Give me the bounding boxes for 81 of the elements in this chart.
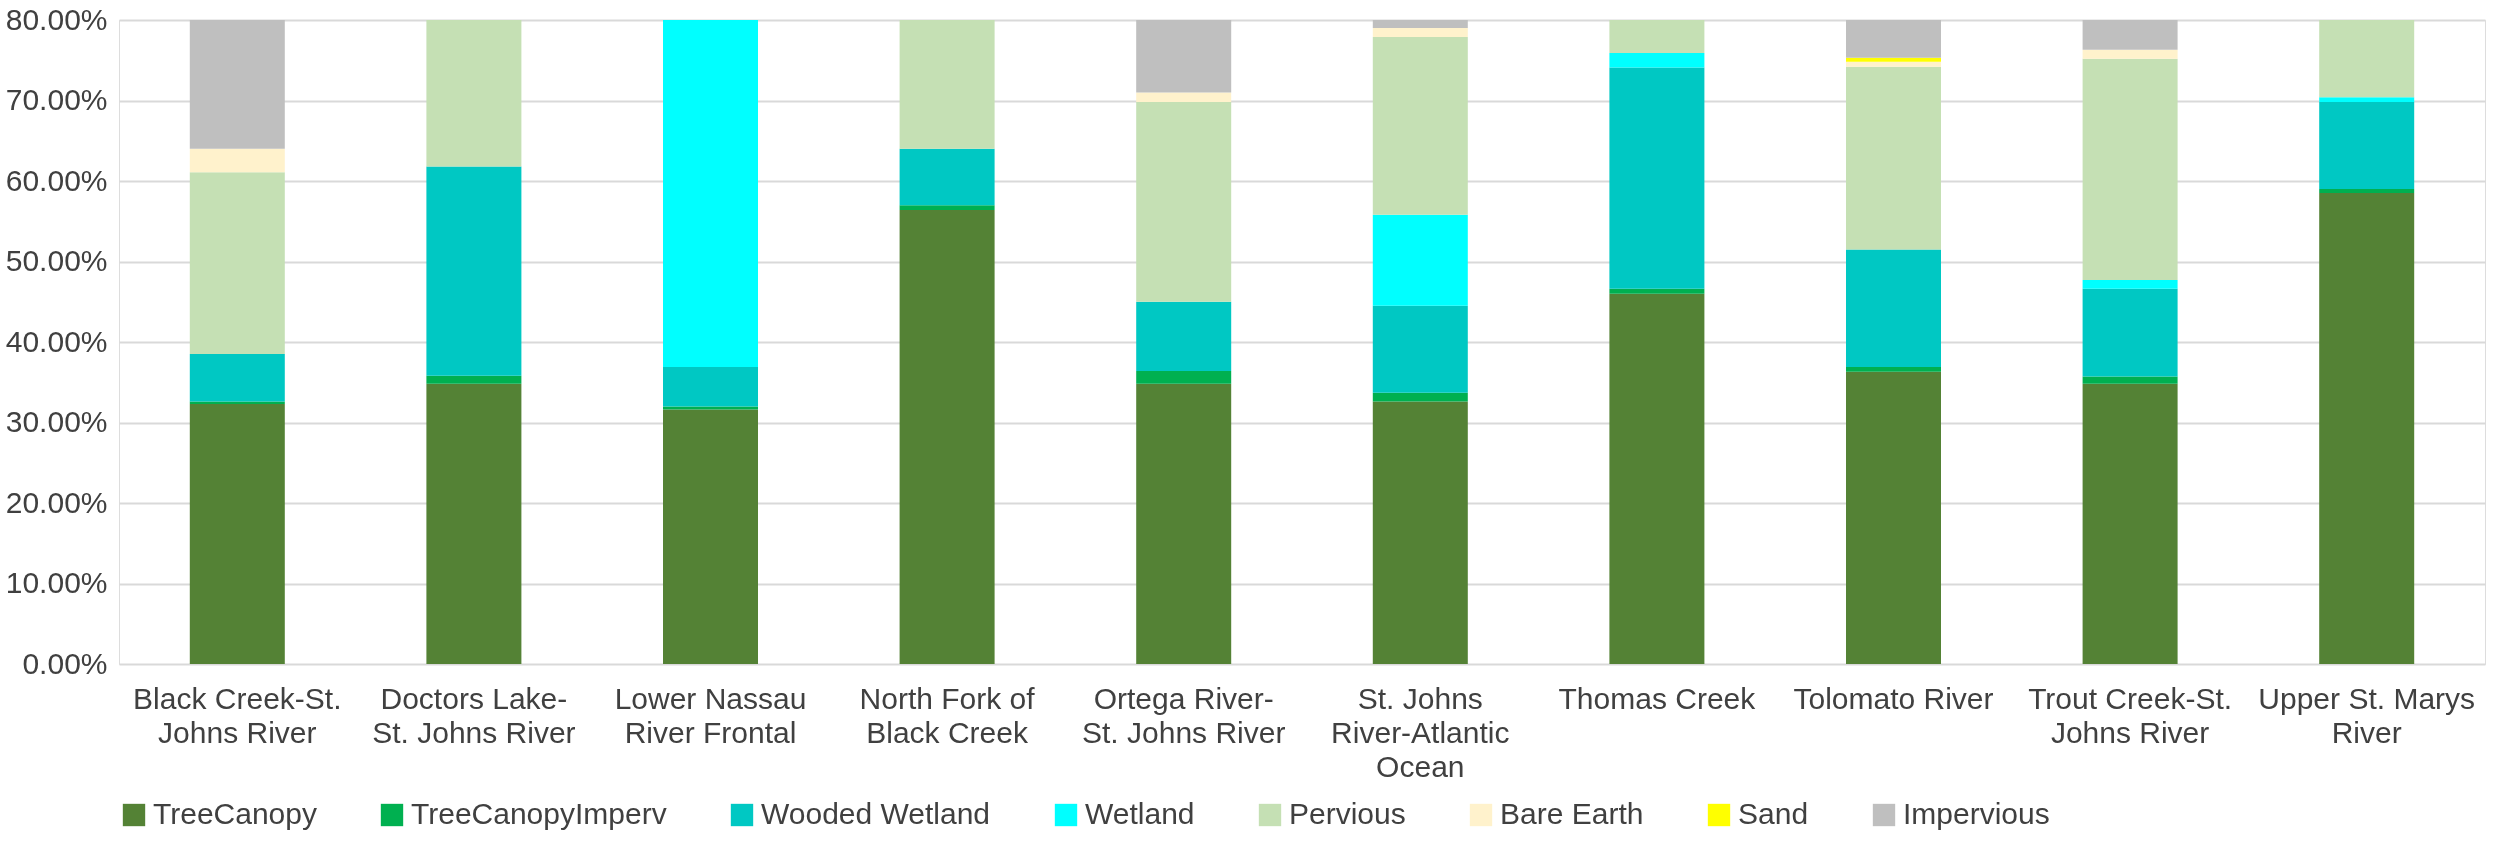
bar	[1372, 392, 1468, 402]
bar	[1136, 301, 1232, 371]
bar	[2082, 280, 2178, 289]
x-tick-label: North Fork of Black Creek	[859, 681, 1036, 749]
y-tick-label: 60.00%	[5, 163, 108, 197]
legend-label: Wetland	[1085, 797, 1195, 830]
bar	[2082, 49, 2178, 59]
bar	[663, 406, 758, 410]
bar	[2082, 20, 2178, 50]
bar	[1846, 57, 1941, 62]
legend-label: TreeCanopyImperv	[411, 797, 667, 830]
bar	[1136, 370, 1232, 384]
bar	[1372, 28, 1468, 37]
y-tick-label: 50.00%	[5, 244, 108, 277]
bar	[426, 20, 522, 167]
bar	[1846, 61, 1941, 67]
bar	[426, 375, 522, 384]
bar	[899, 20, 995, 149]
bar	[899, 148, 995, 206]
bar	[899, 205, 995, 210]
bar	[1846, 371, 1941, 664]
bar	[189, 148, 285, 173]
bar	[189, 403, 285, 664]
bar	[1372, 401, 1468, 664]
bar	[2082, 58, 2178, 281]
bar	[1609, 293, 1705, 664]
bar	[1136, 92, 1232, 103]
x-tick-label: Ortega River-St. Johns River	[1081, 681, 1286, 749]
bar	[2082, 376, 2178, 384]
y-tick-label: 30.00%	[5, 405, 108, 438]
y-tick-label: 0.00%	[22, 646, 108, 680]
legend-label: Sand	[1738, 797, 1809, 830]
y-tick-label: 10.00%	[5, 566, 108, 599]
bar	[1846, 249, 1941, 367]
bar	[1609, 20, 1705, 54]
bar	[2319, 20, 2415, 98]
bar	[2319, 97, 2415, 103]
bar	[1136, 383, 1232, 664]
y-tick-label: 20.00%	[5, 485, 108, 519]
x-tick-label: St. Johns River-Atlantic Ocean	[1331, 681, 1510, 783]
bar	[1846, 66, 1941, 250]
bar	[899, 209, 995, 664]
x-tick-label: Doctors Lake-St. Johns River	[372, 681, 576, 749]
bar	[1846, 20, 1941, 58]
x-tick-label: Lower Nassau River Frontal	[614, 681, 807, 749]
bar	[1846, 366, 1941, 372]
bar	[1372, 20, 1468, 29]
bar	[663, 20, 758, 367]
x-tick-label: Tolomato River	[1793, 681, 1994, 715]
bar	[1372, 36, 1468, 215]
y-tick-label: 70.00%	[5, 83, 108, 116]
bar	[189, 172, 285, 355]
x-tick-label: Upper St. Marys River	[2258, 681, 2476, 749]
y-tick-label: 80.00%	[5, 2, 108, 36]
bar	[426, 166, 522, 376]
bar	[2082, 383, 2178, 664]
bar	[1609, 288, 1705, 294]
bar	[1609, 53, 1705, 68]
x-tick-label: Black Creek-St. Johns River	[133, 681, 342, 749]
bar	[1136, 102, 1232, 302]
bar	[2082, 288, 2178, 377]
legend-label: Pervious	[1289, 797, 1406, 830]
legend-label: Impervious	[1903, 797, 2050, 830]
legend-label: Bare Earth	[1500, 797, 1644, 830]
bar	[663, 409, 758, 664]
bar	[189, 354, 285, 402]
bar	[189, 20, 285, 149]
y-tick-label: 40.00%	[5, 324, 108, 358]
bar	[1609, 67, 1705, 289]
bar	[663, 366, 758, 407]
bar	[2319, 102, 2415, 190]
bar	[2319, 193, 2415, 664]
bar	[2319, 189, 2415, 194]
legend-label: Wooded Wetland	[761, 797, 991, 830]
bar	[1136, 20, 1232, 93]
x-tick-label: Thomas Creek	[1558, 681, 1757, 715]
x-tick-label: Trout Creek-St. Johns River	[2028, 681, 2233, 749]
legend-label: TreeCanopy	[153, 797, 317, 830]
bar	[1372, 305, 1468, 393]
bar	[1372, 214, 1468, 306]
bar	[426, 383, 522, 664]
